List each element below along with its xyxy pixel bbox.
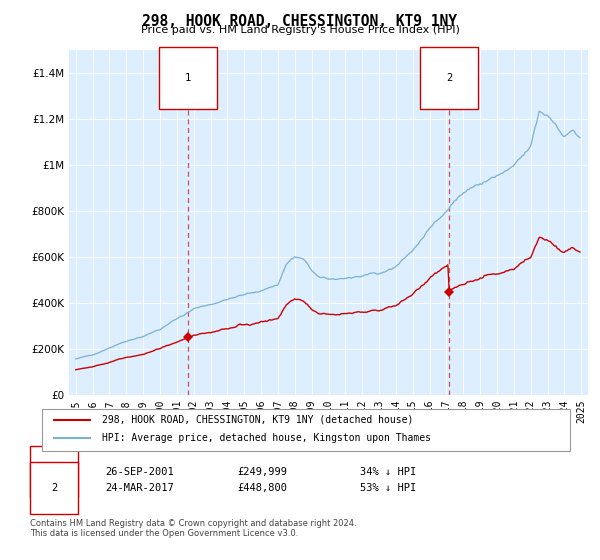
Text: Contains HM Land Registry data © Crown copyright and database right 2024.: Contains HM Land Registry data © Crown c…	[30, 519, 356, 528]
Text: 298, HOOK ROAD, CHESSINGTON, KT9 1NY (detached house): 298, HOOK ROAD, CHESSINGTON, KT9 1NY (de…	[102, 415, 413, 425]
Text: 1: 1	[185, 73, 191, 83]
Text: 298, HOOK ROAD, CHESSINGTON, KT9 1NY: 298, HOOK ROAD, CHESSINGTON, KT9 1NY	[143, 14, 458, 29]
Text: HPI: Average price, detached house, Kingston upon Thames: HPI: Average price, detached house, King…	[102, 433, 431, 444]
Text: 2: 2	[51, 483, 57, 493]
Text: 53% ↓ HPI: 53% ↓ HPI	[360, 483, 416, 493]
Text: 34% ↓ HPI: 34% ↓ HPI	[360, 466, 416, 477]
Text: 1: 1	[51, 466, 57, 477]
Text: 26-SEP-2001: 26-SEP-2001	[105, 466, 174, 477]
Text: This data is licensed under the Open Government Licence v3.0.: This data is licensed under the Open Gov…	[30, 529, 298, 538]
Text: £249,999: £249,999	[237, 466, 287, 477]
Text: 24-MAR-2017: 24-MAR-2017	[105, 483, 174, 493]
Text: Price paid vs. HM Land Registry's House Price Index (HPI): Price paid vs. HM Land Registry's House …	[140, 25, 460, 35]
Text: 2: 2	[446, 73, 452, 83]
Text: £448,800: £448,800	[237, 483, 287, 493]
